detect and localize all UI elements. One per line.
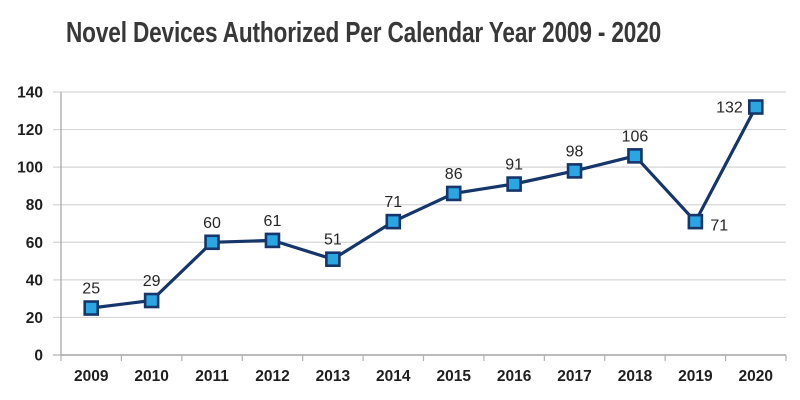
x-tick-label: 2015 (436, 368, 471, 385)
chart-title: Novel Devices Authorized Per Calendar Ye… (66, 17, 662, 49)
x-tick-label: 2011 (195, 368, 229, 385)
data-point-label: 98 (566, 143, 584, 160)
x-tick-label: 2010 (134, 368, 168, 385)
y-tick-label: 0 (34, 348, 43, 365)
x-tick-label: 2017 (557, 368, 591, 385)
data-line (89, 105, 758, 310)
y-tick-label: 140 (17, 85, 43, 102)
data-point-label: 25 (82, 281, 100, 298)
x-tick-label: 2013 (316, 368, 351, 385)
data-point-marker (325, 251, 341, 267)
x-tick-label: 2016 (497, 368, 532, 385)
x-tick-label: 2019 (678, 368, 713, 385)
data-point-label: 106 (622, 128, 649, 145)
data-point-marker (204, 234, 220, 251)
x-tick-label: 2009 (74, 368, 109, 385)
data-point-label: 61 (264, 213, 282, 230)
data-point-marker (83, 300, 100, 316)
y-tick-label: 60 (26, 235, 43, 252)
data-point-label: 71 (384, 194, 402, 211)
data-point-label: 71 (710, 218, 728, 235)
data-point-marker (385, 213, 402, 230)
data-point-label: 29 (143, 273, 161, 290)
x-tick-label: 2018 (618, 368, 653, 385)
data-point-marker (627, 148, 643, 164)
x-tick-label: 2020 (739, 368, 773, 385)
data-point-marker (506, 176, 522, 192)
y-tick-label: 80 (26, 197, 43, 214)
x-tick-label: 2014 (376, 368, 411, 385)
data-point-marker (445, 185, 462, 202)
data-point-label: 60 (203, 215, 221, 232)
data-point-marker (687, 213, 704, 230)
y-tick-label: 40 (26, 272, 43, 289)
y-tick-label: 120 (17, 122, 43, 139)
y-tick-label: 100 (17, 160, 43, 177)
data-point-marker (264, 232, 281, 249)
data-point-marker (143, 292, 160, 309)
x-tick-label: 2012 (255, 368, 289, 385)
data-point-marker (566, 163, 583, 179)
data-point-label: 132 (716, 100, 743, 117)
data-point-label: 86 (445, 166, 463, 183)
y-tick-label: 20 (26, 310, 43, 327)
data-point-marker (747, 99, 764, 115)
data-point-label: 51 (324, 232, 342, 249)
data-point-label: 91 (505, 157, 523, 174)
